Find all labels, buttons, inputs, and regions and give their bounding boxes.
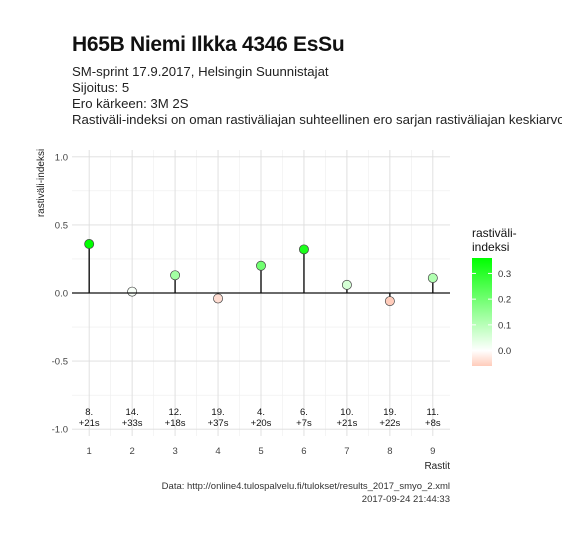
time-label: +33s <box>122 418 143 429</box>
rank-label: 14. <box>126 407 139 418</box>
rank-label: 6. <box>300 407 308 418</box>
time-label: +22s <box>379 418 400 429</box>
rank-label: 10. <box>340 407 353 418</box>
data-source: Data: http://online4.tulospalvelu.fi/tul… <box>161 481 450 492</box>
time-label: +8s <box>425 418 441 429</box>
y-tick-label: 1.0 <box>55 152 68 163</box>
rank-label: 12. <box>168 407 181 418</box>
data-point <box>127 286 138 297</box>
control-labels: 8.+21s14.+33s12.+18s19.+37s4.+20s6.+7s10… <box>79 407 441 429</box>
legend-colorbar <box>472 258 492 366</box>
data-point <box>213 293 223 304</box>
time-label: +21s <box>79 418 100 429</box>
legend-tick-label: 0.1 <box>498 320 511 331</box>
data-points <box>84 239 438 307</box>
data-point <box>256 260 266 271</box>
subtitle-placement: Sijoitus: 5 <box>72 80 130 95</box>
x-axis-label: Rastit <box>424 461 450 472</box>
x-tick-label: 6 <box>301 446 306 457</box>
time-label: +37s <box>208 418 229 429</box>
color-legend: rastiväli-indeksi 0.0 0.1 0.2 0.3 <box>472 226 517 366</box>
time-label: +18s <box>165 418 186 429</box>
subtitle-description: Rastiväli-indeksi on oman rastiväliajan … <box>72 112 562 127</box>
y-tick-label: 0.0 <box>55 289 68 300</box>
axes: -1.0 -0.5 0.0 0.5 1.0 1 2 3 4 5 6 7 8 9 Rastit rastiväl… <box>36 149 450 472</box>
subtitle-event: SM-sprint 17.9.2017, Helsingin Suunnista… <box>72 64 329 79</box>
data-point <box>170 270 181 281</box>
x-tick-label: 9 <box>430 446 435 457</box>
time-label: +7s <box>296 418 312 429</box>
rank-label: 8. <box>85 407 93 418</box>
x-tick-label: 1 <box>87 446 92 457</box>
rank-label: 4. <box>257 407 265 418</box>
data-point <box>84 239 95 249</box>
data-point <box>427 273 438 283</box>
y-tick-label: -0.5 <box>52 357 68 368</box>
legend-tick-label: 0.3 <box>498 269 511 280</box>
x-tick-label: 4 <box>215 446 220 457</box>
x-tick-label: 2 <box>129 446 134 457</box>
x-tick-label: 3 <box>172 446 177 457</box>
chart-title: H65B Niemi Ilkka 4346 EsSu <box>72 33 345 56</box>
x-tick-label: 8 <box>387 446 392 457</box>
time-label: +21s <box>336 418 357 429</box>
legend-title: indeksi <box>472 240 509 254</box>
legend-tick-label: 0.2 <box>498 295 511 306</box>
timestamp: 2017-09-24 21:44:33 <box>361 494 450 505</box>
data-point <box>341 279 352 290</box>
y-axis-label: rastiväli-indeksi <box>36 149 47 217</box>
x-tick-label: 5 <box>258 446 263 457</box>
y-tick-label: 0.5 <box>55 220 68 231</box>
y-tick-label: -1.0 <box>52 425 68 436</box>
legend-title: rastiväli- <box>472 226 517 240</box>
data-point <box>384 296 395 307</box>
legend-tick-label: 0.0 <box>498 346 511 357</box>
rank-label: 19. <box>383 407 396 418</box>
rank-label: 11. <box>427 407 440 418</box>
subtitle-gap: Ero kärkeen: 3M 2S <box>72 96 189 111</box>
rank-label: 19. <box>211 407 224 418</box>
x-tick-label: 7 <box>344 446 349 457</box>
time-label: +20s <box>251 418 272 429</box>
data-point <box>299 244 309 255</box>
